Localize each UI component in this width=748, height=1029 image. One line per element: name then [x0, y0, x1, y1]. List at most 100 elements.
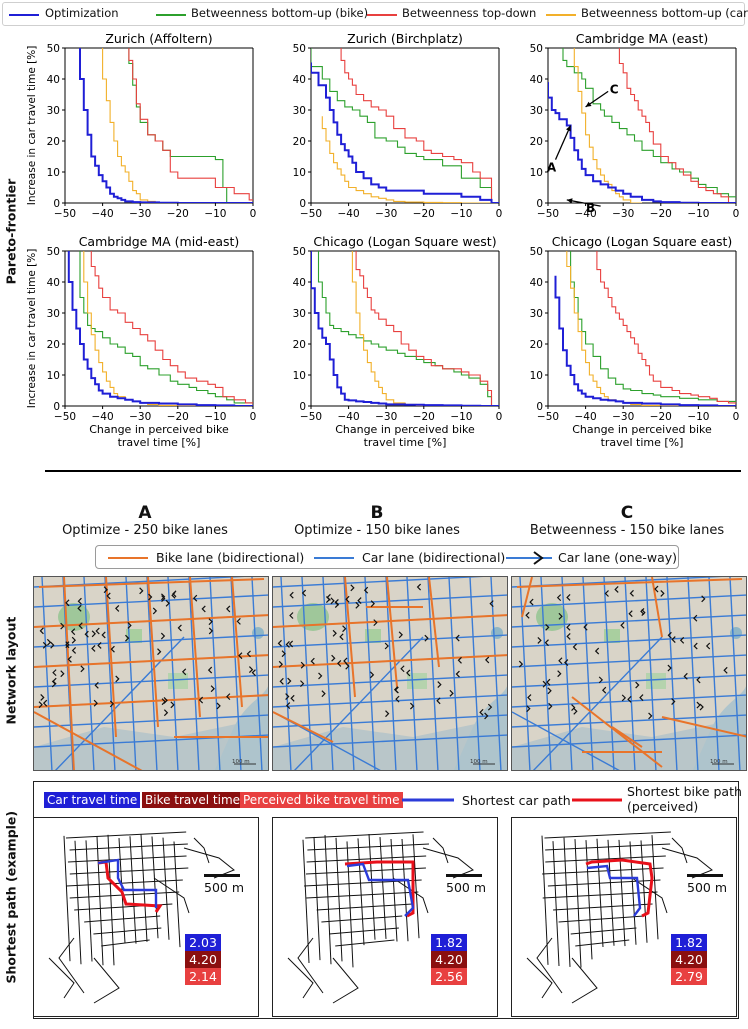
legend-line-topdown — [367, 14, 397, 16]
oneway-arrow-icon — [601, 686, 607, 694]
street — [541, 835, 549, 965]
car-lane — [83, 577, 95, 770]
oneway-arrow-icon — [152, 607, 158, 615]
street — [432, 837, 449, 864]
x-tick-label: 0 — [496, 208, 503, 220]
park-area — [126, 629, 142, 643]
y-tick-label: 0 — [299, 198, 306, 210]
oneway-arrow-icon — [310, 657, 315, 665]
legend-bike-path-line2: (perceived) — [627, 799, 699, 814]
y-tick-label: 0 — [536, 401, 543, 413]
oneway-arrow-icon — [246, 650, 251, 658]
street — [324, 835, 332, 965]
oneway-arrow-icon — [50, 641, 55, 649]
street — [85, 840, 93, 962]
column-subtitle-b: Optimize - 150 bike lanes — [294, 523, 460, 538]
annotation-arrowhead — [585, 101, 592, 107]
x-axis-label: Change in perceived bike — [89, 423, 229, 436]
bike-lane — [344, 577, 356, 698]
street — [542, 867, 664, 875]
bike-lane — [516, 578, 743, 588]
chart-title: Chicago (Logan Square west) — [313, 234, 496, 249]
shortest-car-path — [97, 858, 158, 908]
oneway-arrow-icon — [277, 639, 282, 647]
oneway-arrow-icon — [641, 609, 646, 616]
oneway-arrow-icon — [334, 601, 340, 608]
oneway-arrow-icon — [583, 623, 588, 631]
car-lane — [512, 654, 746, 668]
oneway-arrow-icon — [526, 705, 531, 713]
series-line-betweenness-top-down — [596, 251, 736, 404]
car-time-a: 2.03 — [185, 934, 221, 951]
legend-label-bike: Betweenness bottom-up (bike) — [191, 6, 369, 20]
oneway-arrow-icon — [226, 605, 231, 613]
oneway-arrow-icon — [345, 595, 350, 603]
oneway-arrow-icon — [548, 702, 553, 710]
street — [640, 840, 648, 943]
car-lane — [624, 577, 636, 770]
oneway-arrow-icon — [564, 659, 569, 666]
car-lane — [301, 577, 313, 770]
street — [536, 937, 563, 994]
oneway-arrow-icon — [236, 617, 241, 625]
oneway-arrow-icon — [398, 631, 403, 639]
bike-time-c: 4.20 — [671, 951, 707, 968]
car-lane — [666, 577, 678, 770]
oneway-arrow-icon — [449, 689, 454, 697]
car-lane — [708, 577, 720, 770]
legend-bike-path: Shortest bike path (perceived) — [627, 784, 742, 814]
annotation-label: B — [586, 201, 595, 215]
street — [93, 957, 120, 1004]
street — [67, 855, 187, 863]
series-line-betweenness-bottom-up-car- — [321, 116, 499, 203]
oneway-arrow-icon — [71, 636, 77, 644]
street — [66, 879, 183, 887]
car-path-swatch — [402, 798, 454, 802]
annotation-arrow — [566, 199, 601, 207]
car-lanes — [512, 577, 746, 770]
street-network — [526, 831, 713, 1004]
oneway-arrow-icon — [103, 586, 108, 594]
car-lane — [273, 634, 507, 648]
oneway-arrow-icon — [287, 677, 292, 685]
car-oneway-arrow-icon — [506, 551, 552, 565]
oneway-arrow-icon — [557, 670, 562, 678]
oneway-arrow-icon — [566, 594, 571, 601]
x-tick-label: 0 — [733, 208, 740, 220]
street — [313, 836, 321, 961]
oneway-arrow-icon — [278, 660, 283, 668]
oneway-arrow-icon — [604, 590, 609, 597]
oneway-arrow-icon — [94, 681, 99, 689]
series-line-betweenness-top-down — [355, 251, 499, 406]
street — [93, 927, 162, 935]
shortest-bike-path — [344, 860, 415, 918]
oneway-arrow-icon — [52, 669, 57, 677]
oneway-arrow-icon — [163, 709, 169, 717]
oneway-arrow-icon — [39, 627, 44, 635]
oneway-arrow-icon — [487, 703, 493, 711]
street — [618, 839, 626, 947]
car-lane — [532, 636, 663, 770]
oneway-arrow-icon — [406, 669, 411, 677]
street — [287, 957, 314, 999]
street — [96, 836, 104, 966]
street — [74, 840, 82, 965]
street — [412, 834, 420, 939]
oneway-arrow-icon — [701, 595, 706, 603]
x-tick-label: −50 — [537, 411, 559, 423]
bike-lane — [34, 654, 268, 668]
series-line-betweenness-bottom-up-bike- — [570, 251, 736, 402]
scale-label-c: 500 m — [687, 880, 728, 895]
y-tick-label: 40 — [530, 74, 543, 86]
y-axis-label: Increase in car travel time [%] — [26, 249, 38, 409]
scale-bar-a — [204, 874, 240, 877]
oneway-arrow-icon — [455, 634, 460, 642]
oneway-arrow-icon — [683, 672, 688, 680]
series-line-betweenness-bottom-up-bike- — [311, 48, 499, 203]
chart-title: Cambridge MA (east) — [576, 31, 708, 46]
street — [335, 939, 395, 947]
street — [346, 841, 354, 968]
oneway-arrow-icon — [355, 601, 360, 609]
legend-car-bidir: Car lane (bidirectional) — [362, 550, 506, 565]
annotation-label: A — [547, 161, 557, 175]
